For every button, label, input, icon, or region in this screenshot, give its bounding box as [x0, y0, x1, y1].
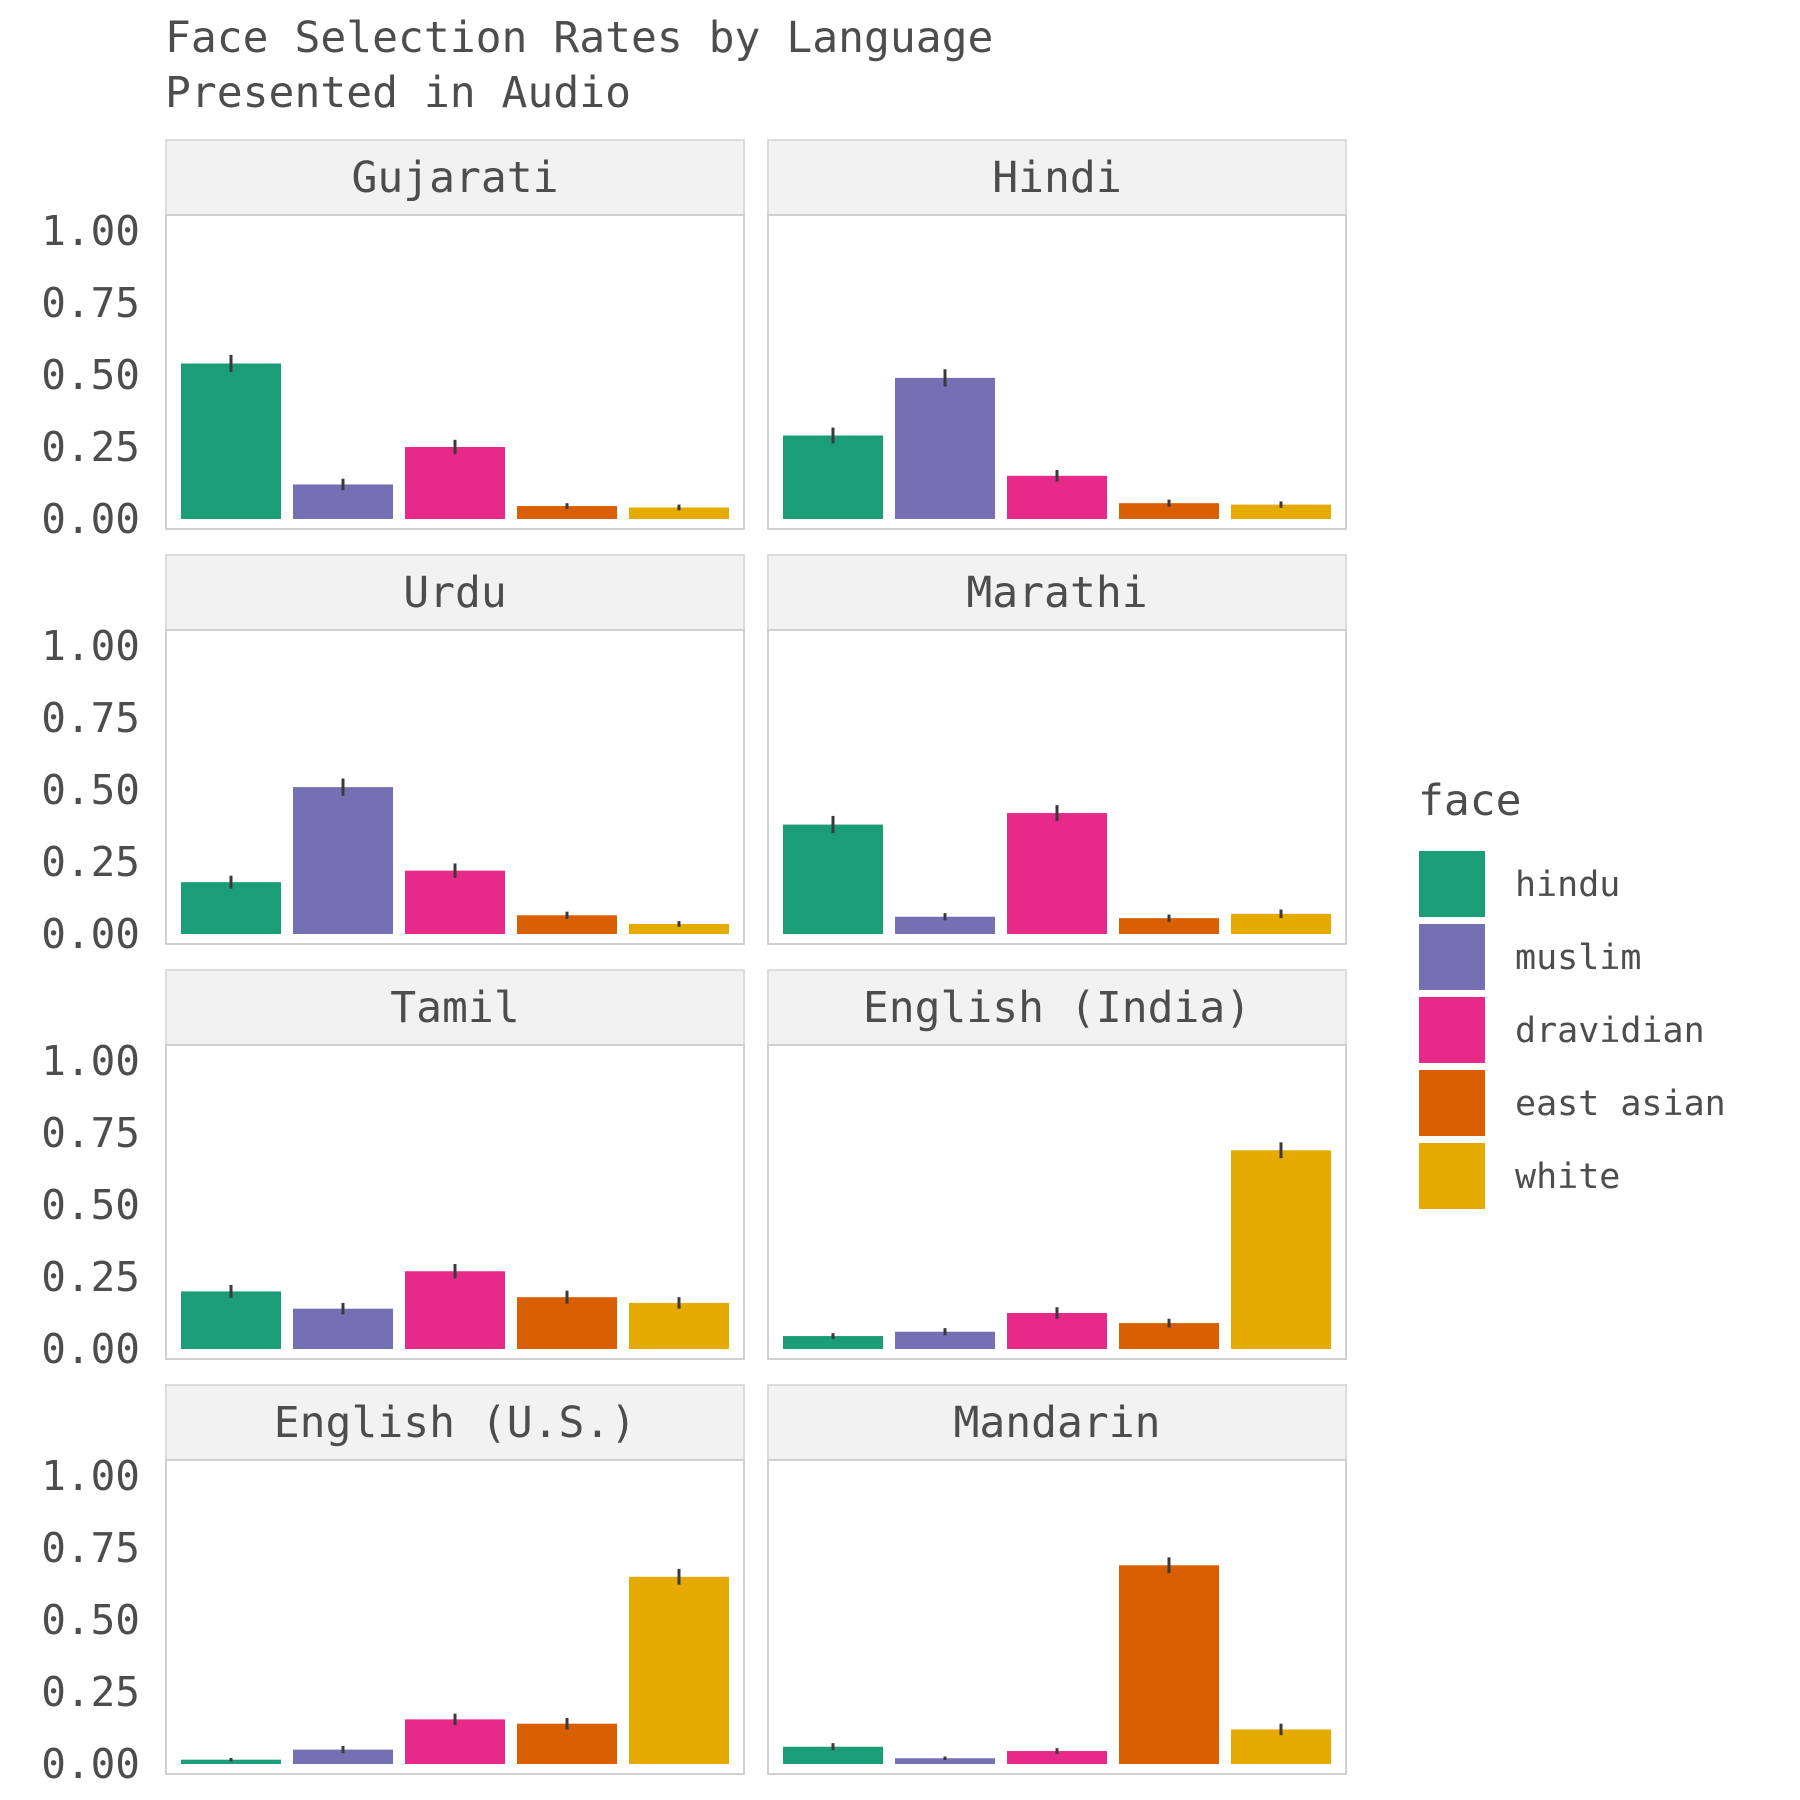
y-tick-label: 0.25: [41, 838, 140, 886]
bar-tamil-hindu: [181, 1291, 281, 1349]
legend-key-white: [1417, 1141, 1487, 1211]
legend-key-muslim: [1417, 922, 1487, 992]
bar-tamil-white: [629, 1302, 729, 1349]
bar-urdu-dravidian: [405, 870, 505, 934]
y-tick-label: 0.75: [41, 279, 140, 327]
panel-strip-english-u-s: [165, 1384, 745, 1461]
panel-title-tamil: Tamil: [390, 983, 519, 1033]
bar-urdu-muslim: [293, 787, 393, 934]
y-tick-label: 0.75: [41, 1524, 140, 1572]
y-tick-label: 0.00: [41, 495, 140, 543]
legend-label-hindu: hindu: [1515, 865, 1620, 905]
legend-label-east-asian: east asian: [1515, 1084, 1726, 1124]
bar-tamil-muslim: [293, 1308, 393, 1349]
y-tick-label: 0.75: [41, 694, 140, 742]
y-tick-label: 1.00: [41, 622, 140, 670]
y-tick-label: 0.50: [41, 1181, 140, 1229]
bar-marathi-muslim: [895, 916, 995, 934]
bar-marathi-hindu: [783, 824, 883, 934]
bar-hindi-dravidian: [1007, 475, 1107, 519]
bar-gujarati-east-asian: [517, 506, 617, 519]
legend-key-hindu: [1417, 849, 1487, 919]
y-tick-label: 0.50: [41, 1596, 140, 1644]
panel-strip-mandarin: [767, 1384, 1347, 1461]
bar-mandarin-dravidian: [1007, 1751, 1107, 1764]
panel-strip-marathi: [767, 554, 1347, 631]
bar-english-u-s-east-asian: [517, 1723, 617, 1764]
panel-title-gujarati: Gujarati: [351, 153, 558, 203]
y-tick-label: 0.00: [41, 1325, 140, 1373]
bar-urdu-white: [629, 923, 729, 934]
y-tick-label: 1.00: [41, 1452, 140, 1500]
y-tick-label: 1.00: [41, 207, 140, 255]
panel-title-hindi: Hindi: [992, 153, 1121, 203]
y-tick-label: 0.25: [41, 1668, 140, 1716]
bar-gujarati-hindu: [181, 363, 281, 519]
bar-english-u-s-dravidian: [405, 1719, 505, 1764]
bar-urdu-east-asian: [517, 915, 617, 934]
bar-tamil-east-asian: [517, 1297, 617, 1349]
panel-title-english-india: English (India): [863, 983, 1251, 1033]
panel-strip-english-india: [767, 969, 1347, 1046]
chart-title-line-2: Presented in Audio: [165, 68, 631, 118]
panel-title-mandarin: Mandarin: [953, 1398, 1160, 1448]
bar-marathi-dravidian: [1007, 813, 1107, 934]
bar-marathi-white: [1231, 913, 1331, 934]
y-tick-label: 0.75: [41, 1109, 140, 1157]
y-tick-label: 0.25: [41, 1253, 140, 1301]
bar-gujarati-white: [629, 507, 729, 519]
panel-title-urdu: Urdu: [403, 568, 507, 618]
panel-strip-tamil: [165, 969, 745, 1046]
bar-hindi-hindu: [783, 435, 883, 519]
y-tick-label: 0.00: [41, 1740, 140, 1788]
legend-label-dravidian: dravidian: [1515, 1011, 1705, 1051]
y-tick-label: 0.50: [41, 766, 140, 814]
bar-hindi-east-asian: [1119, 503, 1219, 519]
bar-marathi-east-asian: [1119, 918, 1219, 934]
chart-title: Face Selection Rates by Language: [165, 13, 993, 63]
bar-english-india-dravidian: [1007, 1313, 1107, 1349]
bar-gujarati-dravidian: [405, 447, 505, 519]
bar-english-u-s-muslim: [293, 1749, 393, 1764]
y-tick-label: 1.00: [41, 1037, 140, 1085]
legend-label-white: white: [1515, 1157, 1620, 1197]
bar-english-u-s-white: [629, 1576, 729, 1764]
y-tick-label: 0.25: [41, 423, 140, 471]
bar-tamil-dravidian: [405, 1271, 505, 1349]
bar-mandarin-hindu: [783, 1746, 883, 1764]
bar-english-u-s-hindu: [181, 1759, 281, 1764]
y-tick-label: 0.00: [41, 910, 140, 958]
legend-label-muslim: muslim: [1515, 938, 1641, 978]
panel-title-english-u-s: English (U.S.): [274, 1398, 636, 1448]
panel-title-marathi: Marathi: [966, 568, 1147, 618]
bar-urdu-hindu: [181, 882, 281, 934]
legend-key-east-asian: [1417, 1068, 1487, 1138]
panel-strip-urdu: [165, 554, 745, 631]
bar-english-india-white: [1231, 1150, 1331, 1349]
bar-hindi-white: [1231, 504, 1331, 519]
panel-strip-gujarati: [165, 139, 745, 216]
y-tick-label: 0.50: [41, 351, 140, 399]
bar-english-india-muslim: [895, 1331, 995, 1349]
legend-key-dravidian: [1417, 995, 1487, 1065]
bar-mandarin-muslim: [895, 1758, 995, 1764]
panel-mandarin: [767, 1459, 1347, 1775]
bar-mandarin-east-asian: [1119, 1565, 1219, 1764]
bar-english-india-hindu: [783, 1336, 883, 1349]
legend-title: face: [1418, 776, 1522, 826]
bar-hindi-muslim: [895, 377, 995, 519]
